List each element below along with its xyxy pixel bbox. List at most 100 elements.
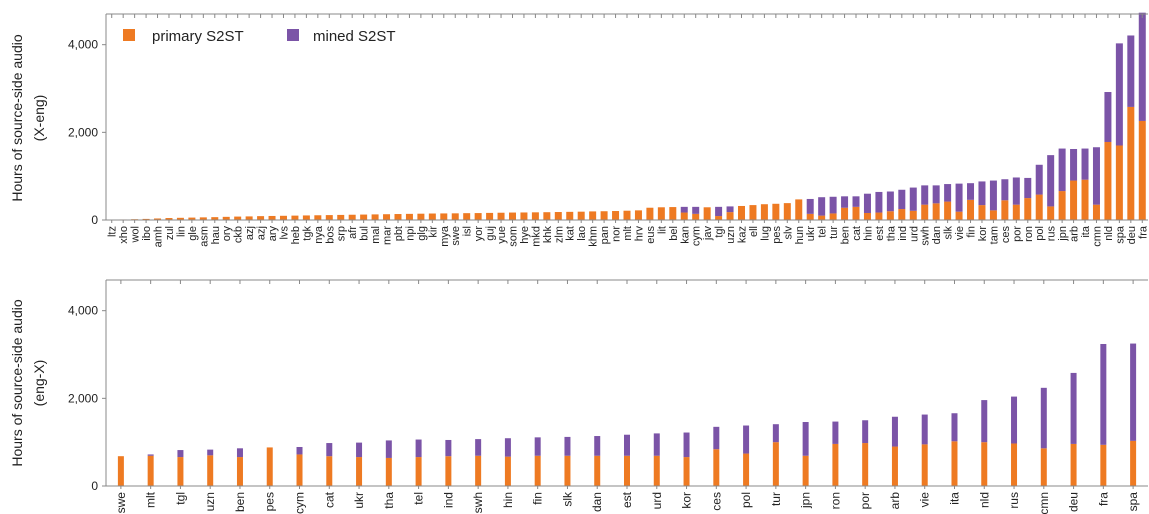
bar-primary-cym [296,454,303,486]
bar-mined-fin [534,437,541,456]
bar-primary-srp [337,214,345,220]
top-chart-direction-label: (X-eng) [31,95,47,142]
top-x-tick-label: gle [187,226,199,241]
top-x-tick-label: xho [118,226,130,244]
top-x-tick-label: lin [175,226,187,237]
bar-primary-pan [600,211,608,220]
bottom-x-tick-label: slk [560,491,574,507]
top-x-tick-label: ita [1080,225,1092,238]
bar-primary-mlt [147,455,154,486]
top-x-tick-label: mkd [530,226,542,247]
bar-primary-khm [589,211,597,220]
bar-mined-nld [981,400,988,443]
bar-primary-bel [669,207,677,220]
top-x-tick-label: isl [462,226,474,236]
bar-primary-cym [692,213,700,220]
bottom-chart-ylabel: Hours of source-side audio [9,299,25,467]
bar-mined-tel [818,197,826,216]
top-x-tick-label: yue [496,226,508,244]
bar-mined-tha [886,191,894,212]
bar-mined-fra [1138,12,1146,121]
top-x-tick-label: vie [954,226,966,240]
bar-primary-fra [1100,444,1107,486]
top-x-tick-label: jpn [1057,226,1069,242]
bar-primary-lvs [279,215,287,220]
top-x-tick-label: kan [679,226,691,244]
top-x-tick-label: cat [851,226,863,241]
bar-mined-jpn [1058,148,1066,192]
top-y-tick-label: 0 [91,213,98,227]
bottom-x-tick-label: arb [888,492,902,510]
bar-mined-rus [1047,155,1055,207]
bar-mined-tha [385,440,392,458]
bar-primary-yue [497,212,505,220]
bar-primary-urd [909,210,917,220]
bottom-x-tick-label: cat [322,491,336,508]
bar-primary-uzn [207,455,214,486]
top-x-tick-label: swh [920,226,932,246]
top-x-tick-label: hin [862,226,874,241]
bottom-x-tick-label: ukr [352,492,366,509]
top-x-tick-label: tur [828,226,840,239]
top-chart-panel: Hours of source-side audio (X-eng) 0 2,00… [9,12,1149,247]
top-x-tick-label: asm [198,226,210,247]
bar-primary-ell [749,205,757,220]
top-x-tick-label: mal [370,226,382,244]
top-x-tick-label: fra [1137,225,1149,239]
top-x-tick-label: tgl [714,226,726,238]
top-x-tick-label: nor [611,226,623,242]
top-x-tick-label: arb [1069,226,1081,242]
bar-primary-jpn [802,455,809,486]
bottom-x-tick-label: nld [977,492,991,508]
bar-primary-kan [680,212,688,220]
bar-mined-slk [564,436,571,456]
bar-mined-ukr [356,442,363,458]
bar-primary-hye [520,212,528,220]
bar-primary-amh [154,218,162,220]
top-x-tick-label: ind [897,226,909,241]
bar-mined-hin [863,193,871,213]
bar-mined-por [1012,177,1020,205]
top-x-tick-label: ell [748,226,760,237]
bar-primary-ory [222,216,230,220]
bar-primary-tgl [715,216,723,220]
bar-primary-por [862,443,869,486]
bar-mined-ben [841,196,849,208]
top-x-tick-label: deu [1126,226,1138,244]
bottom-x-tick-label: rus [1007,492,1021,509]
bar-primary-est [875,212,883,220]
top-x-tick-label: kat [565,226,577,241]
top-chart-bars [108,12,1146,220]
bar-primary-spa [1130,440,1137,486]
top-chart-axes: 0 2,000 4,000 ltz xho wol ibo amh zul lin gle asm ha… [68,13,1149,247]
bar-primary-ary [268,215,276,220]
top-x-tick-label: wol [130,226,142,244]
bar-primary-deu [1127,106,1135,220]
top-x-tick-label: pol [1034,226,1046,241]
bar-mined-ces [1001,179,1009,201]
bar-primary-cat [852,206,860,220]
top-x-tick-label: spa [1114,225,1126,244]
bar-primary-pes [772,203,780,220]
bar-mined-tam [989,180,997,211]
bar-primary-guj [486,212,494,220]
legend-mined-label: mined S2ST [313,28,396,45]
bar-mined-nld [1104,92,1112,142]
top-x-tick-label: swe [450,226,462,246]
bar-mined-fra [1100,343,1107,445]
bar-primary-mya [440,213,448,220]
bar-primary-arb [891,446,898,486]
top-x-tick-label: som [507,226,519,247]
bar-mined-mlt [147,454,154,456]
bar-primary-vie [955,211,963,220]
bar-mined-urd [909,187,917,211]
bar-primary-ces [1001,200,1009,220]
bottom-x-tick-label: ces [709,492,723,511]
bottom-x-tick-label: cym [293,492,307,514]
top-x-tick-label: lit [656,226,668,234]
bar-primary-slv [783,203,791,220]
bar-primary-lao [577,211,585,220]
bar-primary-rus [1011,443,1018,486]
bottom-x-tick-label: ron [828,492,842,509]
